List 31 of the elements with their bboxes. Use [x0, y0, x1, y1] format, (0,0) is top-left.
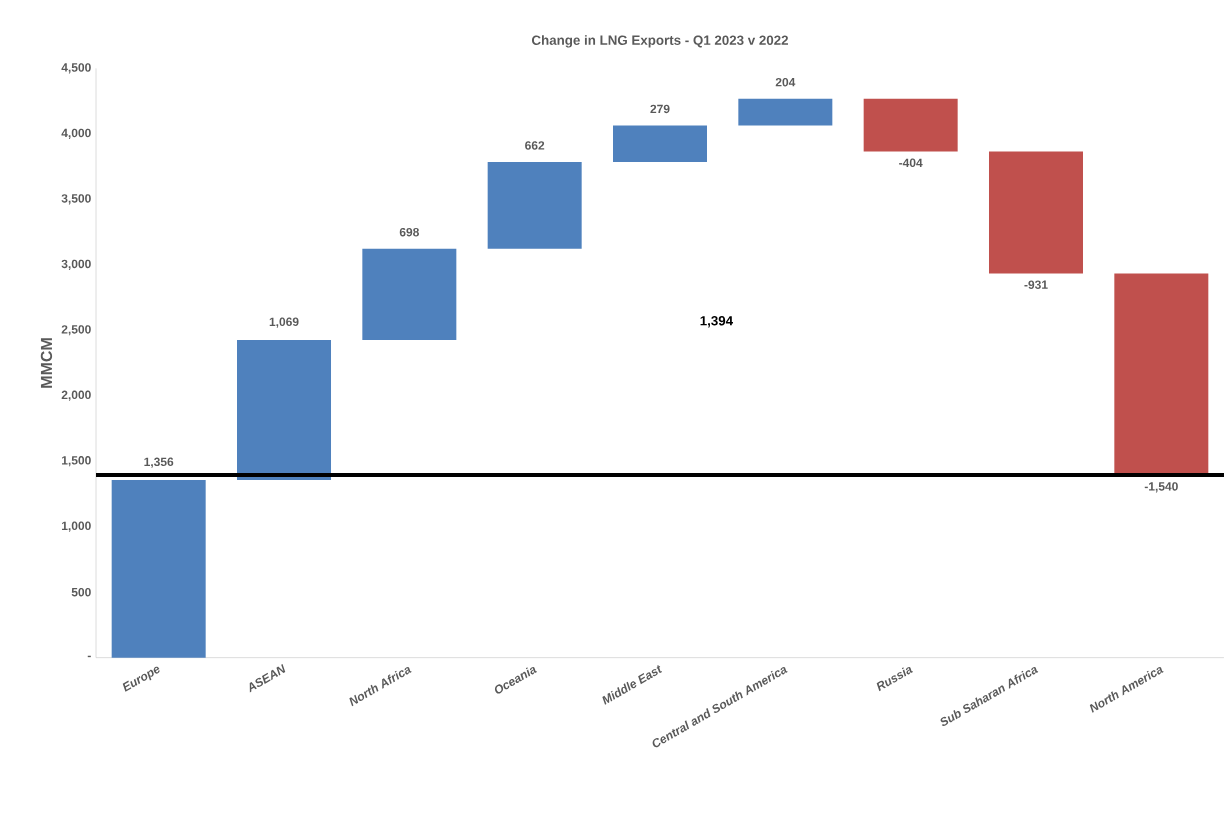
- data-label: 662: [525, 141, 545, 150]
- y-tick-label: 1,500: [62, 456, 91, 467]
- y-tick-label: 3,500: [61, 194, 91, 205]
- bar: [237, 340, 332, 481]
- y-tick-label: 4,500: [61, 63, 91, 74]
- y-tick-label: -: [87, 655, 91, 658]
- y-tick-label: 1,000: [62, 521, 91, 532]
- bar: [111, 480, 206, 658]
- bar: [989, 151, 1083, 274]
- data-label: 698: [399, 227, 419, 237]
- data-label: 279: [650, 104, 670, 114]
- bar: [863, 98, 958, 152]
- data-label: 1,356: [144, 457, 174, 468]
- bar: [613, 125, 707, 162]
- y-tick-label: 2,500: [61, 325, 91, 336]
- y-tick-label: 2,000: [61, 390, 91, 401]
- bar: [1114, 273, 1209, 476]
- y-tick-label: 4,000: [61, 128, 91, 139]
- chart-title: Change in LNG Exports - Q1 2023 v 2022: [531, 35, 789, 48]
- bar: [487, 161, 582, 249]
- data-label: -404: [899, 158, 923, 168]
- data-label: -931: [1024, 280, 1048, 289]
- data-label: -1,540: [1144, 482, 1178, 493]
- data-label: 1,069: [269, 317, 299, 328]
- ref-line-label: 1,394: [700, 316, 734, 328]
- bar: [362, 248, 457, 341]
- y-tick-label: 3,000: [61, 259, 91, 270]
- bar: [738, 98, 833, 126]
- y-tick-label: 500: [71, 587, 91, 597]
- y-axis-title: MMCM: [40, 338, 53, 388]
- data-label: 204: [775, 77, 796, 87]
